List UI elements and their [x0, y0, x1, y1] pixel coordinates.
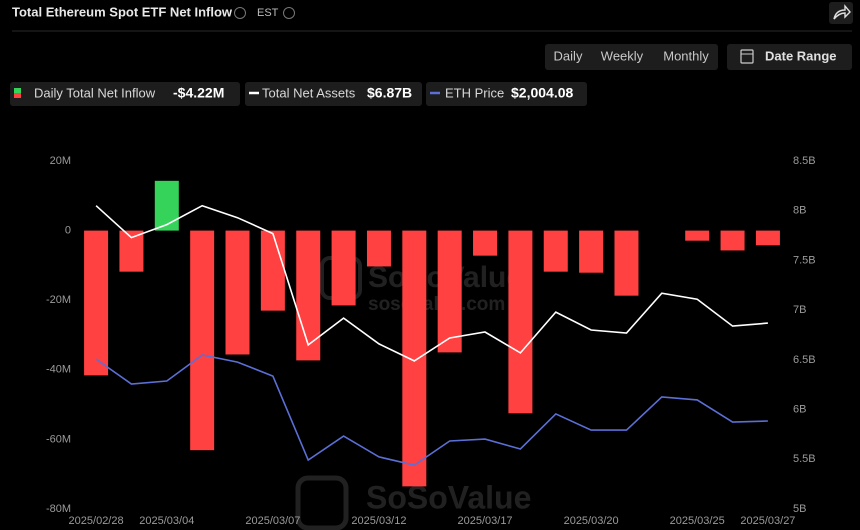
x-tick-label: 2025/03/17 — [458, 515, 513, 527]
line — [95, 204, 768, 362]
share-button[interactable] — [829, 2, 853, 24]
x-tick-label: 2025/03/04 — [139, 515, 194, 527]
plot — [84, 180, 780, 487]
y2-tick-label: 7.5B — [793, 254, 816, 266]
y2-tick-label: 6.5B — [793, 354, 816, 366]
page-title: Total Ethereum Spot ETF Net Inflow — [12, 4, 233, 19]
legend-icon — [14, 93, 21, 98]
x-tick-label: 2025/03/12 — [351, 515, 406, 527]
line — [95, 354, 768, 467]
y2-tick-label: 7B — [793, 304, 806, 316]
bar — [579, 230, 604, 273]
bar — [755, 230, 780, 246]
legend-value: $6.87B — [367, 85, 412, 101]
legend-chip[interactable] — [426, 82, 587, 106]
legend-value: $2,004.08 — [511, 85, 573, 101]
bar — [473, 230, 498, 256]
y2-tick-label: 8.5B — [793, 155, 816, 167]
legend-label: ETH Price — [445, 85, 504, 100]
date-range-label[interactable]: Date Range — [765, 48, 837, 63]
bar — [190, 230, 215, 451]
y-tick-label: -80M — [46, 503, 71, 515]
legend-label: Total Net Assets — [262, 85, 356, 100]
y-tick-label: -40M — [46, 364, 71, 376]
y-tick-label: -20M — [46, 294, 71, 306]
y-tick-label: 20M — [50, 155, 71, 167]
y-tick-label: 0 — [65, 225, 71, 237]
bar — [685, 230, 710, 241]
bar — [614, 230, 639, 296]
x-tick-label: 2025/02/28 — [69, 515, 124, 527]
info-icon[interactable] — [283, 7, 295, 19]
date-range-button[interactable]: Date Range — [727, 44, 852, 70]
period-switch — [545, 44, 718, 70]
bar — [437, 230, 462, 353]
y2-tick-label: 5B — [793, 503, 806, 515]
x-tick-label: 2025/03/27 — [740, 515, 795, 527]
legend-icon — [14, 88, 21, 93]
watermark: SoSoValue — [366, 479, 531, 515]
y2-tick-label: 8B — [793, 205, 806, 217]
x-tick-label: 2025/03/20 — [564, 515, 619, 527]
x-tick-label: 2025/03/25 — [670, 515, 725, 527]
y-tick-label: -60M — [46, 433, 71, 445]
bar — [260, 230, 285, 311]
bar — [402, 230, 427, 487]
bar — [331, 230, 356, 306]
legend-chip[interactable] — [10, 82, 240, 106]
bar — [543, 230, 568, 272]
bar — [366, 230, 391, 267]
legend-chip[interactable] — [245, 82, 422, 106]
legend-value: -$4.22M — [173, 85, 224, 101]
period-button[interactable]: Weekly — [601, 48, 644, 63]
bar — [225, 230, 250, 355]
bar — [508, 230, 533, 414]
bar — [84, 230, 109, 376]
y2-tick-label: 6B — [793, 403, 806, 415]
x-tick-label: 2025/03/07 — [245, 515, 300, 527]
period-button[interactable]: Monthly — [663, 48, 709, 63]
legend-label: Daily Total Net Inflow — [34, 85, 156, 100]
period-button[interactable]: Daily — [554, 48, 583, 63]
timezone: EST — [257, 7, 279, 19]
bar — [720, 230, 745, 251]
bar — [296, 230, 321, 361]
y2-tick-label: 5.5B — [793, 453, 816, 465]
info-icon[interactable] — [234, 7, 246, 19]
bar — [154, 180, 179, 231]
watermark: sosovalue.com — [368, 294, 505, 315]
